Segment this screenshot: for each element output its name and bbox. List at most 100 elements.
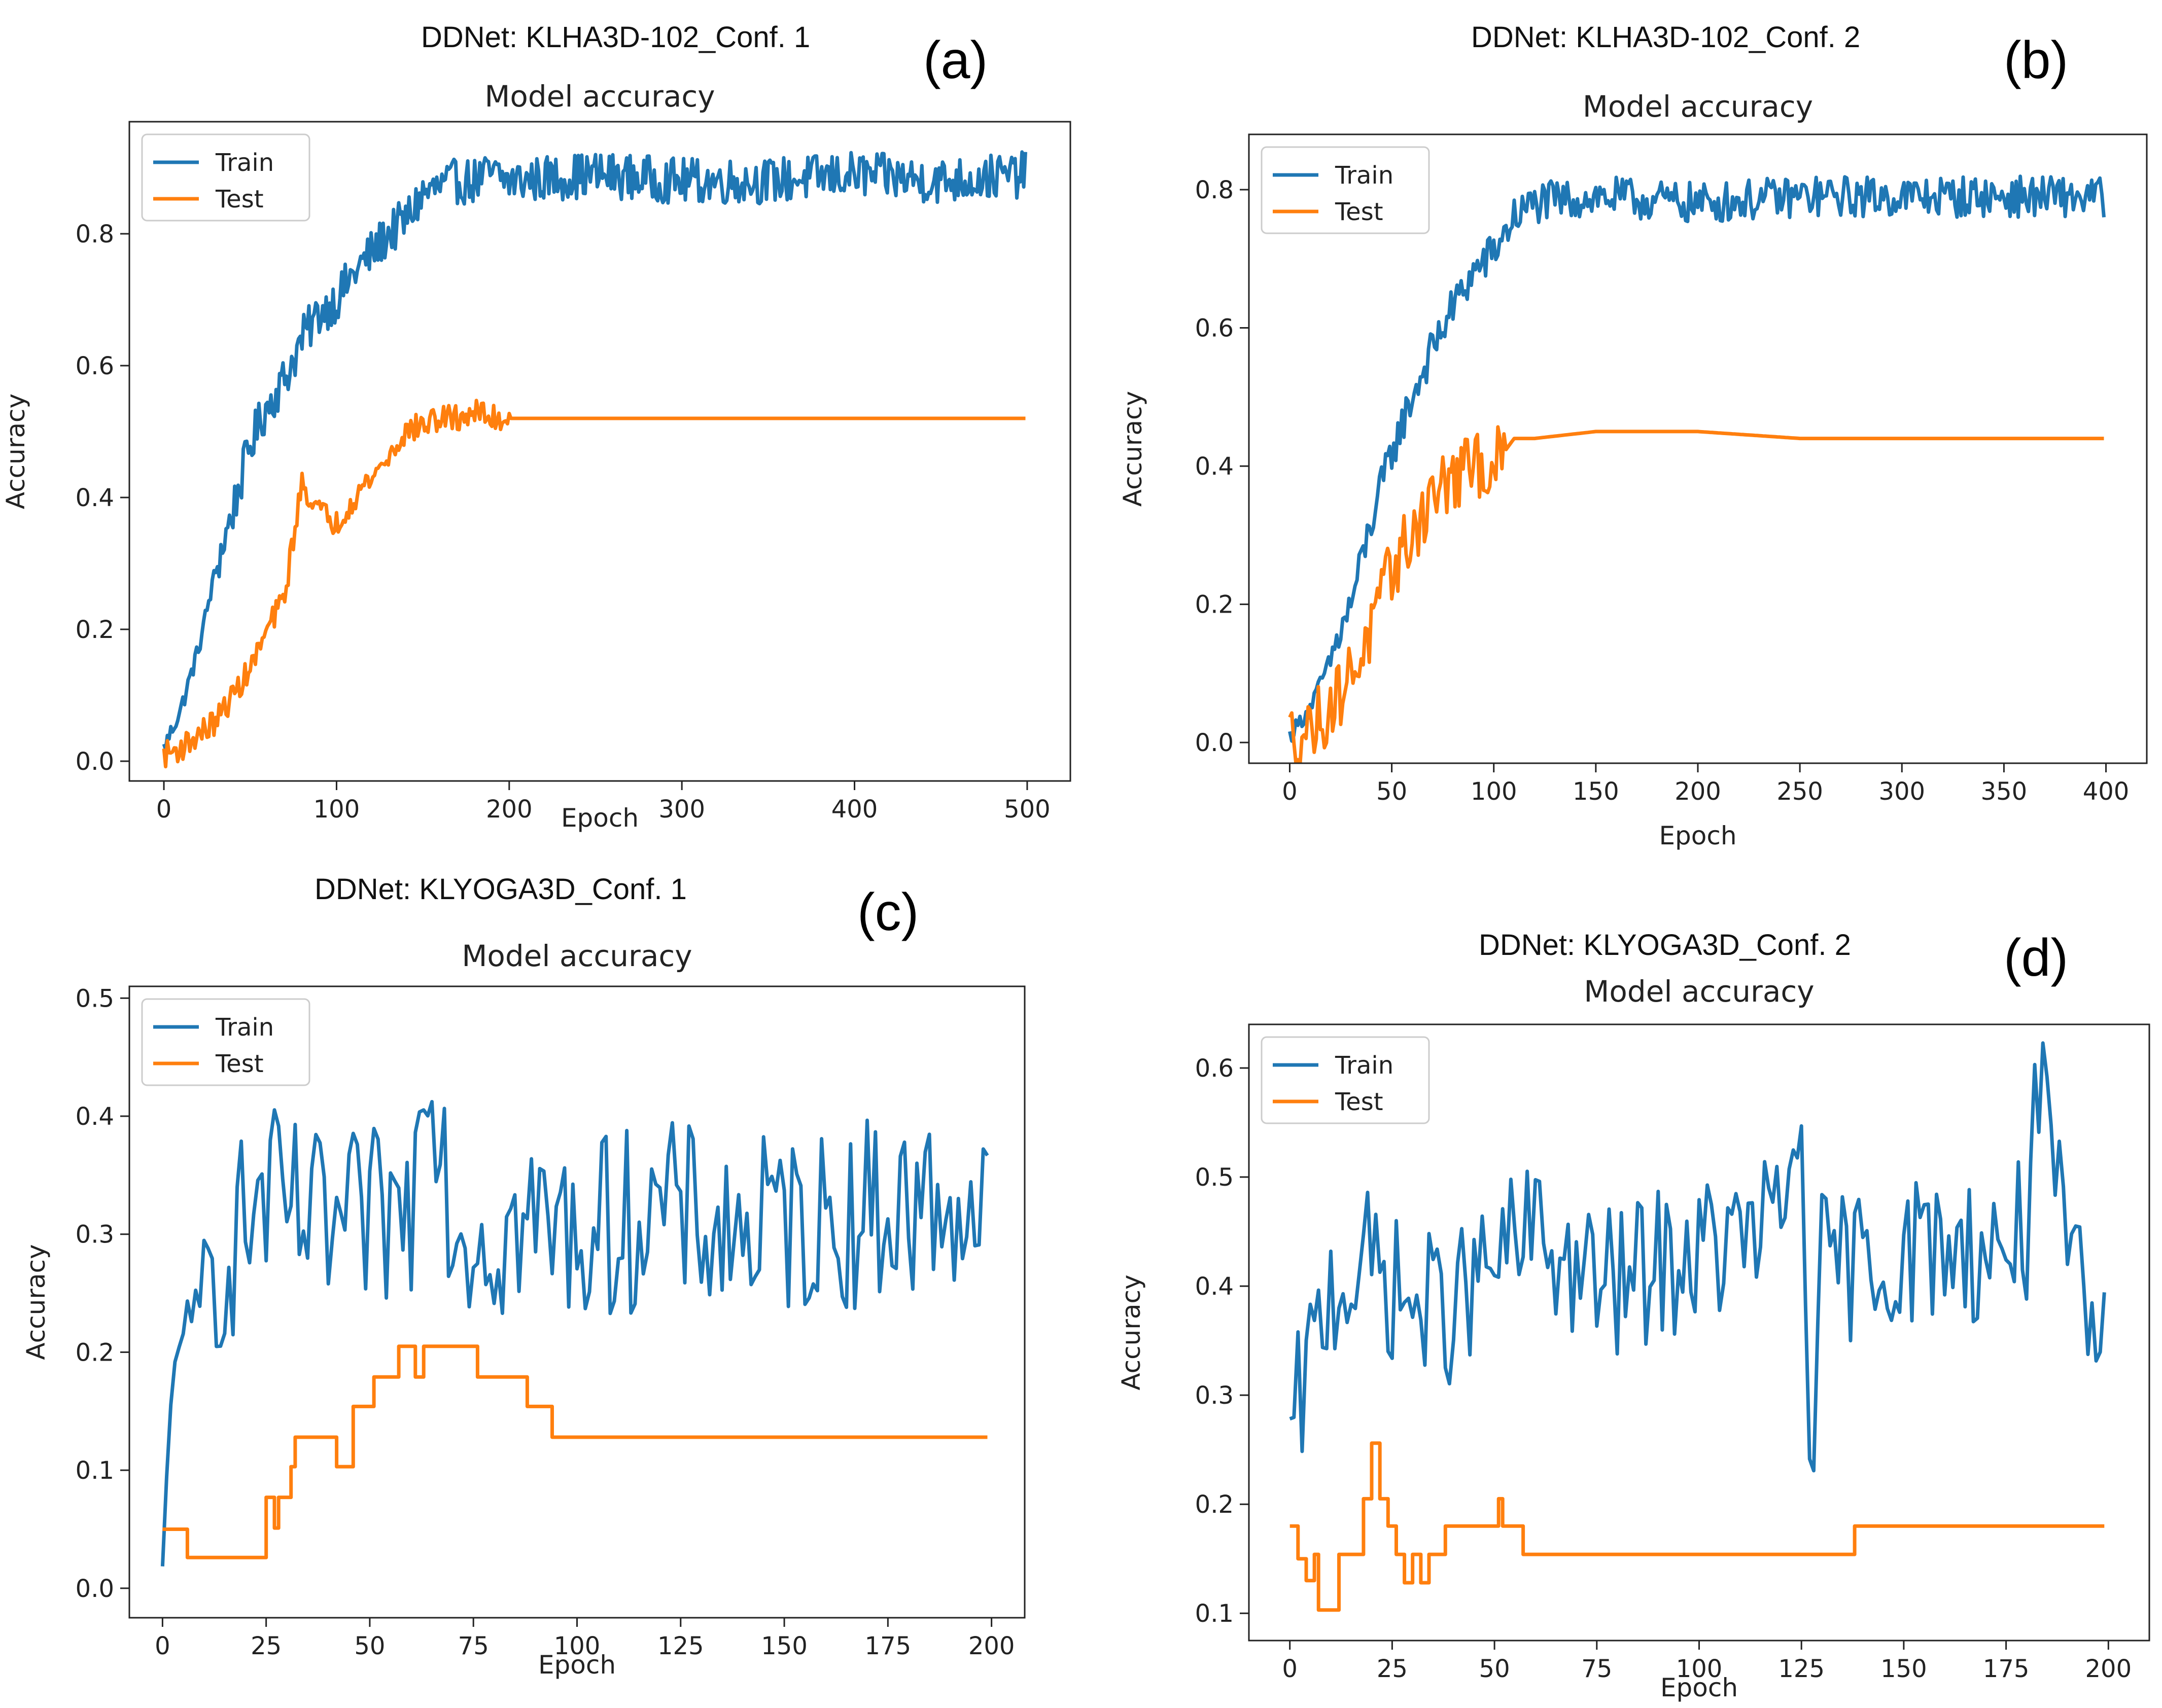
legend-label-test: Test (1335, 198, 1383, 226)
legend-label-train: Train (215, 1013, 274, 1042)
series-line-test (1289, 1441, 2105, 1612)
x-tick-label: 50 (354, 1632, 385, 1660)
y-tick-label: 0.2 (76, 616, 114, 644)
x-tick-label: 100 (313, 795, 360, 824)
x-axis-label: Epoch (561, 803, 639, 833)
x-tick-label: 50 (1376, 777, 1407, 806)
y-tick-label: 0.3 (76, 1221, 114, 1249)
y-tick-label: 0.8 (1195, 176, 1234, 204)
y-axis-label: Accuracy (1, 394, 30, 509)
x-tick-label: 300 (1878, 777, 1925, 806)
y-tick-label: 0.3 (1195, 1381, 1234, 1410)
panel-label-d: (d) (2004, 929, 2069, 987)
legend-label-train: Train (1335, 1051, 1393, 1080)
series-line-test (162, 399, 1026, 769)
x-tick-label: 200 (968, 1632, 1015, 1660)
series-line-train (1288, 174, 2106, 743)
y-tick-label: 0.5 (1195, 1163, 1234, 1192)
y-tick-label: 0.0 (76, 1575, 114, 1603)
x-axis-label: Epoch (1659, 821, 1736, 850)
x-tick-label: 100 (1471, 777, 1517, 806)
x-tick-label: 0 (155, 1632, 170, 1660)
y-tick-label: 0.0 (1195, 729, 1234, 757)
y-tick-label: 0.8 (76, 220, 114, 248)
series-line-train (1289, 1041, 2106, 1473)
x-axis-label: Epoch (538, 1650, 616, 1680)
x-tick-label: 150 (1880, 1655, 1927, 1683)
panel-label-a: (a) (923, 31, 988, 90)
legend-label-test: Test (215, 1050, 264, 1078)
y-tick-label: 0.1 (76, 1456, 114, 1485)
suptitle-a: DDNet: KLHA3D-102_Conf. 1 (421, 21, 811, 54)
x-tick-label: 200 (1675, 777, 1721, 806)
x-tick-label: 500 (1004, 795, 1051, 824)
y-tick-label: 0.0 (76, 748, 114, 776)
suptitle-d: DDNet: KLYOGA3D_Conf. 2 (1479, 929, 1851, 962)
x-tick-label: 150 (1573, 777, 1619, 806)
x-tick-label: 25 (251, 1632, 282, 1660)
y-tick-label: 0.6 (76, 352, 114, 380)
x-tick-label: 125 (1778, 1655, 1825, 1683)
chart-c: Model accuracy 0 25 50 75 100 125 150 175 200 0.0 0… (21, 939, 1026, 1680)
x-tick-label: 100 (554, 1632, 601, 1660)
chart-a: Model accuracy 0 100 200 300 400 500 0.0 0.2 0.4 0… (1, 79, 1071, 833)
panel-label-c: (c) (857, 883, 919, 942)
x-tick-label: 25 (1377, 1655, 1408, 1683)
y-tick-label: 0.4 (1195, 452, 1234, 481)
y-tick-label: 0.2 (1195, 591, 1234, 619)
y-axis-label: Accuracy (1118, 391, 1147, 507)
series-line-train (162, 150, 1027, 752)
x-axis-label: Epoch (1660, 1673, 1738, 1702)
legend: Train Test (1261, 146, 1430, 234)
x-tick-label: 200 (2085, 1655, 2132, 1683)
x-tick-label: 150 (761, 1632, 808, 1660)
series-line-train (160, 1100, 989, 1567)
chart-title: Model accuracy (1584, 974, 1814, 1009)
y-tick-label: 0.2 (1195, 1490, 1234, 1519)
chart-title: Model accuracy (462, 939, 692, 973)
x-tick-label: 175 (1983, 1655, 2030, 1683)
legend-label-train: Train (1335, 161, 1393, 190)
y-tick-label: 0.6 (1195, 314, 1234, 343)
y-tick-label: 0.1 (1195, 1599, 1234, 1628)
x-tick-label: 0 (156, 795, 172, 824)
chart-title: Model accuracy (1583, 89, 1813, 124)
x-tick-label: 250 (1776, 777, 1823, 806)
axes-frame (128, 121, 1071, 782)
chart-title: Model accuracy (484, 79, 715, 114)
suptitle-b: DDNet: KLHA3D-102_Conf. 2 (1471, 21, 1861, 54)
y-tick-label: 0.4 (76, 484, 114, 512)
legend: Train Test (141, 133, 310, 222)
x-tick-label: 125 (657, 1632, 704, 1660)
x-tick-label: 350 (1981, 777, 2028, 806)
x-tick-label: 100 (1676, 1655, 1723, 1683)
y-tick-label: 0.2 (76, 1338, 114, 1367)
x-tick-label: 400 (2083, 777, 2130, 806)
x-tick-label: 300 (658, 795, 705, 824)
panel-label-b: (b) (2004, 31, 2069, 90)
chart-b: Model accuracy 0 50 100 150 200 250 300 350 400 0.… (1118, 89, 2148, 850)
x-tick-label: 175 (865, 1632, 912, 1660)
x-tick-label: 75 (1581, 1655, 1612, 1683)
x-tick-label: 50 (1479, 1655, 1510, 1683)
legend-label-test: Test (1335, 1088, 1383, 1116)
y-axis-label: Accuracy (21, 1244, 51, 1360)
x-tick-label: 200 (486, 795, 533, 824)
y-axis-label: Accuracy (1117, 1274, 1146, 1390)
y-tick-label: 0.4 (1195, 1272, 1234, 1301)
y-tick-label: 0.5 (76, 984, 114, 1013)
legend: Train Test (141, 998, 310, 1086)
x-tick-label: 400 (831, 795, 878, 824)
legend-label-test: Test (215, 185, 264, 214)
y-tick-label: 0.6 (1195, 1054, 1234, 1083)
series-line-test (1288, 425, 2104, 763)
legend-label-train: Train (215, 149, 274, 177)
series-line-test (162, 1344, 988, 1559)
suptitle-c: DDNet: KLYOGA3D_Conf. 1 (315, 873, 687, 906)
x-tick-label: 0 (1282, 777, 1298, 806)
x-tick-label: 0 (1282, 1655, 1298, 1683)
legend: Train Test (1261, 1036, 1430, 1124)
chart-d: Model accuracy 0 25 50 75 100 125 150 175 200 0.1 0… (1117, 974, 2150, 1702)
y-tick-label: 0.4 (76, 1102, 114, 1131)
x-tick-label: 75 (458, 1632, 489, 1660)
